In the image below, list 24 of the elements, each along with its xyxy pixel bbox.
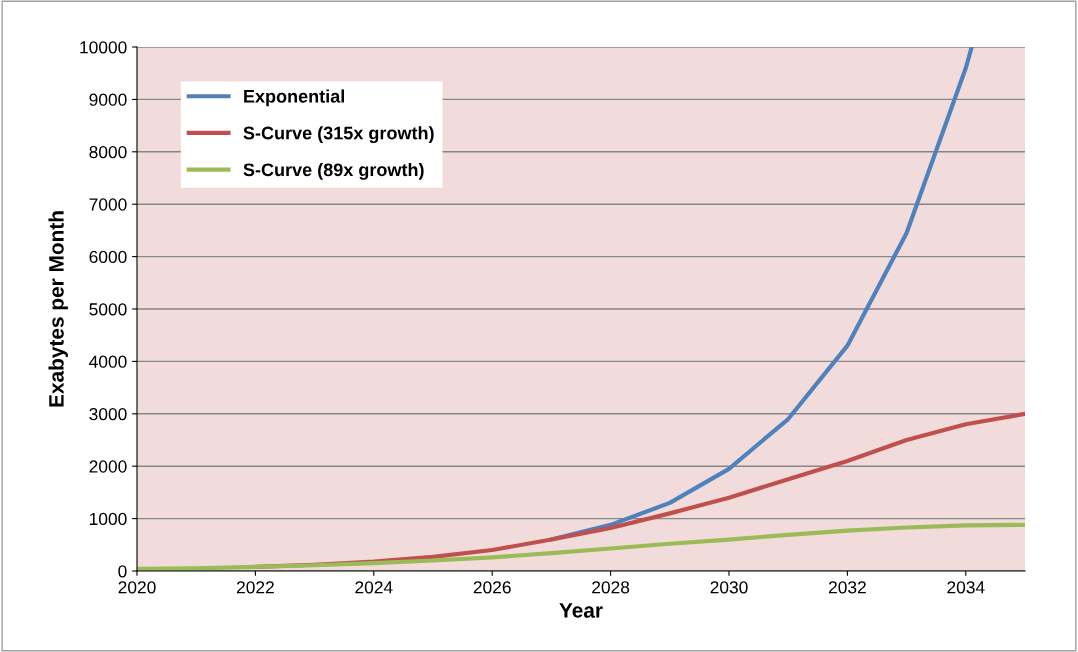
y-tick-label: 4000: [89, 355, 127, 368]
y-tick-label: 2000: [89, 460, 127, 473]
x-tick-label: 2026: [473, 581, 511, 594]
y-tick-label: 5000: [89, 303, 127, 316]
y-tick-label: 0: [118, 565, 127, 578]
y-tick-label: 1000: [89, 512, 127, 526]
x-axis-title: Year: [559, 603, 603, 618]
x-tick-label: 2030: [710, 581, 748, 594]
y-tick-label: 8000: [89, 145, 127, 159]
y-axis-title: Exabytes per Month: [48, 211, 68, 407]
x-tick-label: 2022: [236, 581, 274, 594]
legend-label: S-Curve (89x growth): [243, 162, 424, 180]
x-tick-label: 2024: [355, 581, 393, 594]
y-tick-label: 9000: [89, 93, 127, 106]
y-tick-label: 7000: [89, 198, 127, 211]
y-tick-label: 3000: [89, 407, 127, 421]
y-tick-label: 10000: [80, 41, 127, 54]
x-tick-label: 2032: [828, 581, 866, 594]
x-tick-label: 2020: [118, 581, 156, 594]
x-tick-label: 2028: [592, 581, 630, 594]
y-tick-label: 6000: [89, 250, 127, 264]
x-tick-label: 2034: [947, 581, 985, 594]
legend-label: S-Curve (315x growth): [243, 126, 434, 144]
legend-label: Exponential: [244, 89, 344, 107]
